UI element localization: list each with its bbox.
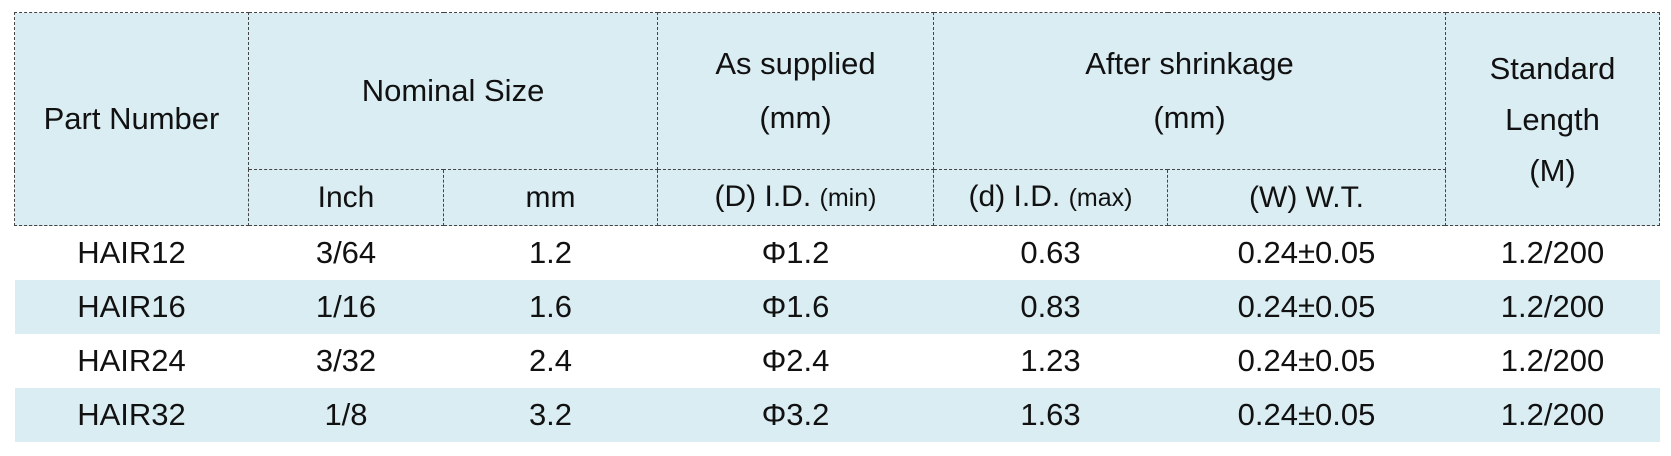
table-row: HAIR32 1/8 3.2 Φ3.2 1.63 0.24±0.05 1.2/200 xyxy=(14,388,1660,442)
table-row: HAIR12 3/64 1.2 Φ1.2 0.63 0.24±0.05 1.2/200 xyxy=(15,226,1660,281)
table-body: HAIR12 3/64 1.2 Φ1.2 0.63 0.24±0.05 1.2/200 HAI… xyxy=(14,226,1660,442)
table-cell: 3.2 xyxy=(443,388,658,442)
header-text: As supplied xyxy=(715,46,876,81)
table-cell: 1.2 xyxy=(528,235,573,270)
table-cell: 1.6 xyxy=(443,280,658,334)
header-cell: Nominal Size xyxy=(248,12,658,170)
table-cell: 1.2/200 xyxy=(1445,388,1660,442)
table-cell: Φ1.6 xyxy=(657,280,934,334)
table-cell: 3/64 xyxy=(315,235,377,270)
table-cell: HAIR12 xyxy=(77,235,186,270)
header-cell: As supplied (mm) xyxy=(657,12,934,170)
table-cell: Φ2.4 xyxy=(761,343,830,378)
table-cell: 0.24±0.05 xyxy=(1167,388,1446,442)
table-row: HAIR24 3/32 2.4 Φ2.4 1.23 0.24±0.05 1.2/200 xyxy=(15,334,1660,388)
table-row: HAIR16 1/16 1.6 Φ1.6 0.83 0.24±0.05 1.2/200 xyxy=(14,280,1660,334)
header-qualifier: (min) xyxy=(819,184,877,212)
table-cell: 0.24±0.05 xyxy=(1237,343,1376,378)
header-cell: (D) I.D. (min) xyxy=(657,169,934,226)
header-text: Standard xyxy=(1489,50,1616,86)
header-text: (d) I.D. xyxy=(968,180,1061,213)
table-cell: Φ1.2 xyxy=(761,235,830,270)
header-cell: Part Number xyxy=(14,12,249,226)
header-cell: (W) W.T. xyxy=(1167,169,1446,226)
header-cell: Standard Length (M) xyxy=(1445,12,1660,226)
header-text: Length xyxy=(1505,101,1600,137)
header-text: (M) xyxy=(1529,152,1576,188)
table-cell: 0.24±0.05 xyxy=(1237,235,1376,270)
header-text: (mm) xyxy=(1153,100,1226,135)
table-cell: 0.63 xyxy=(1020,235,1081,270)
table-cell: 0.83 xyxy=(933,280,1168,334)
table-cell: 2.4 xyxy=(528,343,573,378)
spec-table: Part Number Nominal Size As supplied (mm)… xyxy=(14,12,1660,442)
table-cell: 1.2/200 xyxy=(1500,343,1605,378)
header-cell: (d) I.D. (max) xyxy=(933,169,1168,226)
header-cell: mm xyxy=(443,169,658,226)
header-text: After shrinkage xyxy=(1085,46,1294,81)
table-cell: 1/16 xyxy=(248,280,444,334)
table-cell: 1.23 xyxy=(1020,343,1081,378)
table-cell: 0.24±0.05 xyxy=(1167,280,1446,334)
table-cell: HAIR32 xyxy=(14,388,249,442)
table-cell: 1.2/200 xyxy=(1445,280,1660,334)
header-qualifier: (max) xyxy=(1068,184,1133,212)
header-text: (D) I.D. xyxy=(714,180,812,213)
header-cell: After shrinkage (mm) xyxy=(933,12,1446,170)
table-cell: HAIR24 xyxy=(77,343,186,378)
table-cell: 1/8 xyxy=(248,388,444,442)
header-text: (mm) xyxy=(759,100,832,135)
table-cell: Φ3.2 xyxy=(657,388,934,442)
header-cell: Inch xyxy=(248,169,444,226)
table-cell: 1.63 xyxy=(933,388,1168,442)
table-cell: HAIR16 xyxy=(14,280,249,334)
table-cell: 1.2/200 xyxy=(1500,235,1605,270)
table-cell: 3/32 xyxy=(315,343,377,378)
